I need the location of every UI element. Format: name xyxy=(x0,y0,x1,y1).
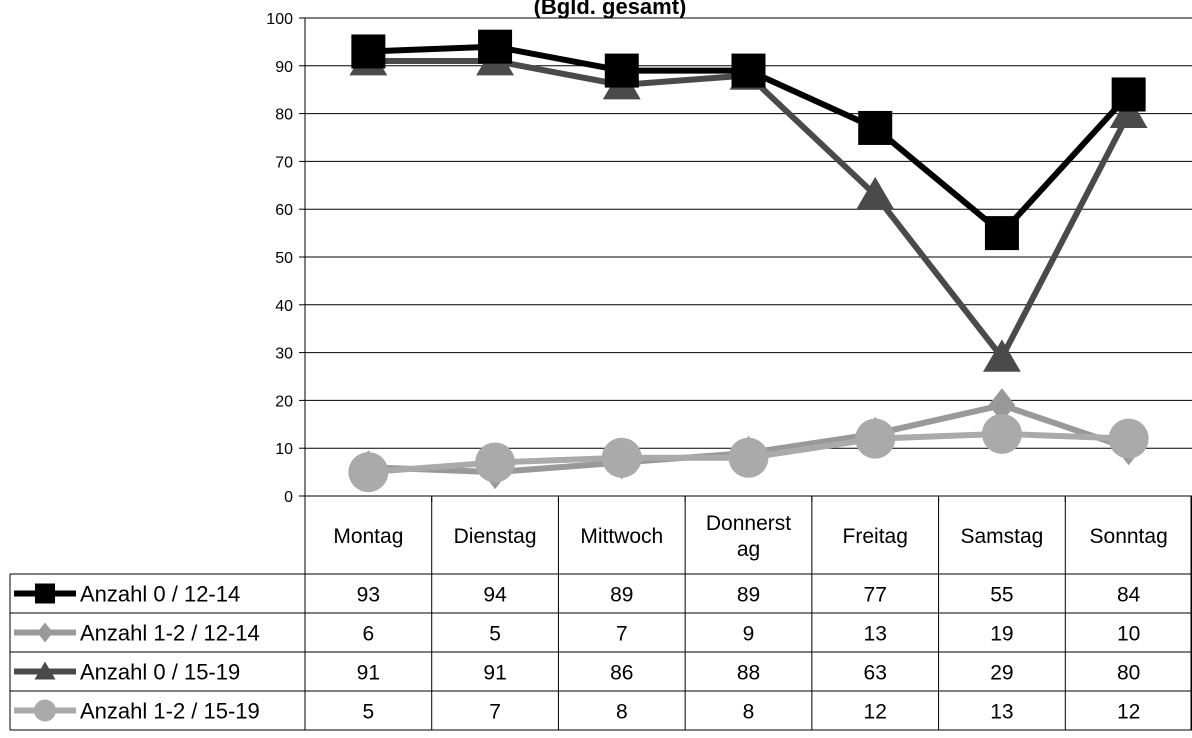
table-cell-2-5: 29 xyxy=(990,662,1013,685)
legend-label-1: Anzahl 1-2 / 12-14 xyxy=(80,621,260,646)
series-lines xyxy=(348,29,1149,493)
table-cell-3-5: 13 xyxy=(990,701,1013,724)
series-0-point-1 xyxy=(478,29,513,64)
series-3-point-2 xyxy=(601,437,642,478)
y-tick-label-70: 70 xyxy=(275,154,293,171)
series-3-point-4 xyxy=(855,418,896,459)
table-cell-1-2: 7 xyxy=(616,623,628,646)
table-cell-3-2: 8 xyxy=(616,701,628,724)
legend-label-3: Anzahl 1-2 / 15-19 xyxy=(80,699,260,724)
legend-label-2: Anzahl 0 / 15-19 xyxy=(80,660,240,685)
series-1-point-5 xyxy=(988,388,1016,423)
category-label-4: Freitag xyxy=(843,525,908,548)
y-tick-label-20: 20 xyxy=(275,393,293,410)
table-cell-3-0: 5 xyxy=(363,701,375,724)
y-tick-label-50: 50 xyxy=(275,250,293,267)
table-cell-3-4: 12 xyxy=(864,701,887,724)
series-0-point-0 xyxy=(351,34,386,69)
legend-label-0: Anzahl 0 / 12-14 xyxy=(80,582,240,607)
table-cell-0-1: 94 xyxy=(483,584,507,607)
series-0-point-6 xyxy=(1111,77,1146,112)
table-cell-0-2: 89 xyxy=(610,584,633,607)
chart-title: (Bgld. gesamt) xyxy=(534,0,687,19)
legend-key-marker-2 xyxy=(34,661,56,680)
series-0-point-5 xyxy=(984,216,1019,251)
y-tick-label-10: 10 xyxy=(275,441,293,458)
table-cell-1-1: 5 xyxy=(489,623,501,646)
y-tick-label-0: 0 xyxy=(284,489,293,506)
series-2-point-4 xyxy=(856,176,895,210)
data-table: Montag Dienstag Mittwoch Donnerst ag Freitag S… xyxy=(9,496,1192,731)
y-tick-label-100: 100 xyxy=(266,11,293,28)
table-cell-1-6: 10 xyxy=(1117,623,1140,646)
table-cell-1-0: 6 xyxy=(363,623,375,646)
legend-key-marker-3 xyxy=(34,699,56,722)
y-tick-label-60: 60 xyxy=(275,202,293,219)
y-tick-label-90: 90 xyxy=(275,59,293,76)
table-cell-1-5: 19 xyxy=(990,623,1013,646)
y-tick-label-80: 80 xyxy=(275,107,293,124)
category-label-3-line-1: ag xyxy=(737,538,760,561)
table-cell-3-1: 7 xyxy=(489,701,501,724)
series-0 xyxy=(351,29,1146,251)
table-cell-2-3: 88 xyxy=(737,662,760,685)
table-cell-1-4: 13 xyxy=(864,623,887,646)
table-cell-0-6: 84 xyxy=(1117,584,1141,607)
series-3 xyxy=(348,413,1149,493)
series-0-point-3 xyxy=(731,53,766,88)
series-3-point-0 xyxy=(348,452,389,493)
y-tick-labels: 0 10 20 30 40 50 60 70 80 90 100 xyxy=(266,11,293,506)
table-cell-2-0: 91 xyxy=(357,662,380,685)
series-3-point-1 xyxy=(475,442,516,483)
series-3-point-5 xyxy=(981,413,1022,454)
table-cell-0-0: 93 xyxy=(357,584,380,607)
series-3-point-6 xyxy=(1108,418,1149,459)
category-label-1: Dienstag xyxy=(454,525,537,548)
legend-key-marker-1 xyxy=(37,622,53,643)
series-2-point-5 xyxy=(983,339,1021,372)
series-2-point-6 xyxy=(1109,95,1148,128)
table-cell-3-3: 8 xyxy=(743,701,755,724)
series-3-point-3 xyxy=(728,437,769,478)
table-cell-0-3: 89 xyxy=(737,584,760,607)
category-label-5: Samstag xyxy=(960,525,1043,548)
category-label-2: Mittwoch xyxy=(580,525,663,548)
y-tick-label-30: 30 xyxy=(275,346,293,363)
table-cell-3-6: 12 xyxy=(1117,701,1140,724)
table-cell-2-4: 63 xyxy=(864,662,887,685)
table-cell-1-3: 9 xyxy=(743,623,755,646)
category-label-6: Sonntag xyxy=(1090,525,1168,548)
table-cell-2-1: 91 xyxy=(483,662,506,685)
table-cell-0-5: 55 xyxy=(990,584,1013,607)
table-cell-0-4: 77 xyxy=(864,584,887,607)
y-tick-label-40: 40 xyxy=(275,298,293,315)
axes xyxy=(299,17,1192,502)
table-cell-2-6: 80 xyxy=(1117,662,1140,685)
series-0-point-4 xyxy=(858,110,893,145)
legend-key-marker-0 xyxy=(35,583,55,604)
series-0-point-2 xyxy=(604,53,639,88)
category-label-3-line-0: Donnerst xyxy=(706,512,791,535)
category-label-0: Montag xyxy=(333,525,403,548)
table-cell-2-2: 86 xyxy=(610,662,633,685)
